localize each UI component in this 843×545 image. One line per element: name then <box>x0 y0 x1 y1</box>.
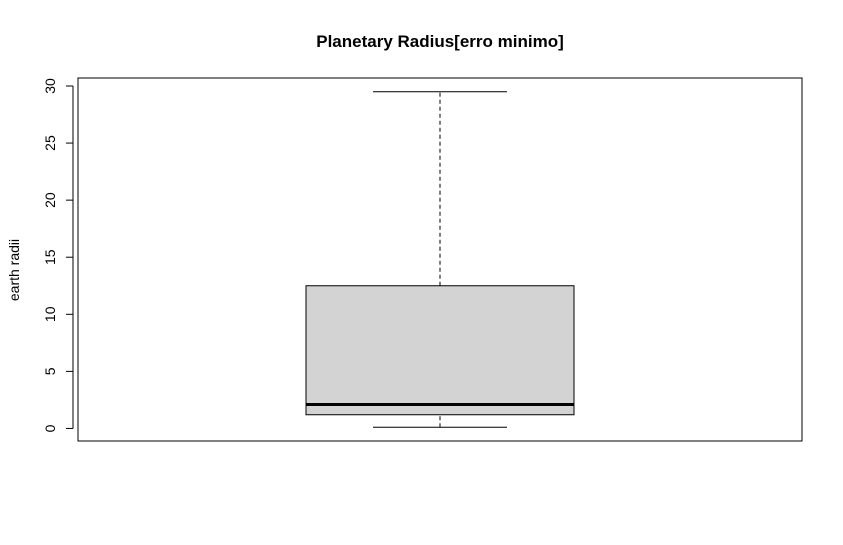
y-tick-label: 15 <box>42 249 58 265</box>
y-tick-label: 20 <box>42 192 58 208</box>
y-tick-label: 5 <box>42 367 58 375</box>
y-tick-label: 0 <box>42 424 58 432</box>
y-tick-label: 25 <box>42 135 58 151</box>
y-tick-label: 30 <box>42 78 58 94</box>
chart-title: Planetary Radius[erro minimo] <box>316 32 564 51</box>
interquartile-box <box>305 285 575 416</box>
y-axis-ticks: 0 5 10 15 20 25 30 <box>42 78 73 432</box>
plot-frame <box>77 77 803 442</box>
y-tick-label: 10 <box>42 306 58 322</box>
box-series <box>305 91 575 428</box>
y-axis-label: earth radii <box>6 239 22 301</box>
